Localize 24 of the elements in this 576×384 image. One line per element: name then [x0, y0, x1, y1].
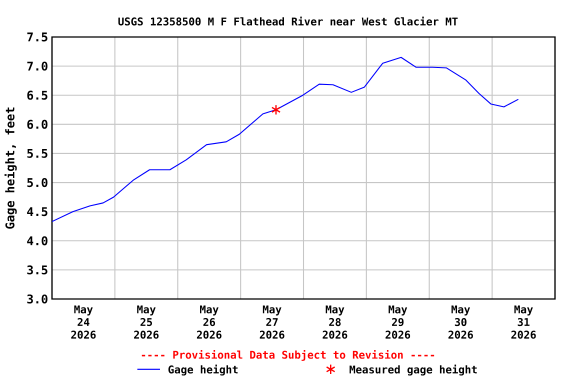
x-tick-label: May 24 2026: [71, 305, 96, 339]
y-tick-label: 7.0: [27, 62, 48, 71]
y-tick-label: 3.0: [27, 294, 48, 304]
y-tick-label: 4.0: [27, 236, 48, 246]
x-tick-label: May 29 2026: [386, 305, 410, 339]
y-tick-label: 5.5: [27, 148, 48, 158]
x-tick-label: May 30 2026: [448, 305, 473, 339]
x-tick-label: May 28 2026: [322, 305, 348, 339]
y-tick-label: 5.0: [27, 178, 48, 188]
y-tick-label: 7.5: [27, 32, 48, 42]
x-tick-label: May 27 2026: [260, 305, 284, 339]
x-tick-label: May 25 2026: [134, 305, 159, 339]
text: ---- Provisional Data Subject to Revision ----: [142, 350, 434, 361]
y-tick-label: 3.5: [27, 265, 48, 274]
y-axis-title: Gage height, feet: [4, 108, 17, 229]
y-tick-label: 4.5: [27, 207, 48, 216]
legend-label: Gage height: [168, 364, 238, 376]
x-tick-label: May 31 2026: [511, 305, 536, 339]
x-tick-label: May 26 2026: [196, 305, 222, 339]
y-tick-label: 6.5: [27, 90, 48, 100]
line-series: [52, 56, 519, 222]
y-tick-label: 6.0: [27, 120, 48, 129]
chart-title: USGS 12358500 M F Flathead River near West Glacier MT: [118, 16, 458, 26]
legend-label: Measured gage height: [350, 364, 477, 376]
